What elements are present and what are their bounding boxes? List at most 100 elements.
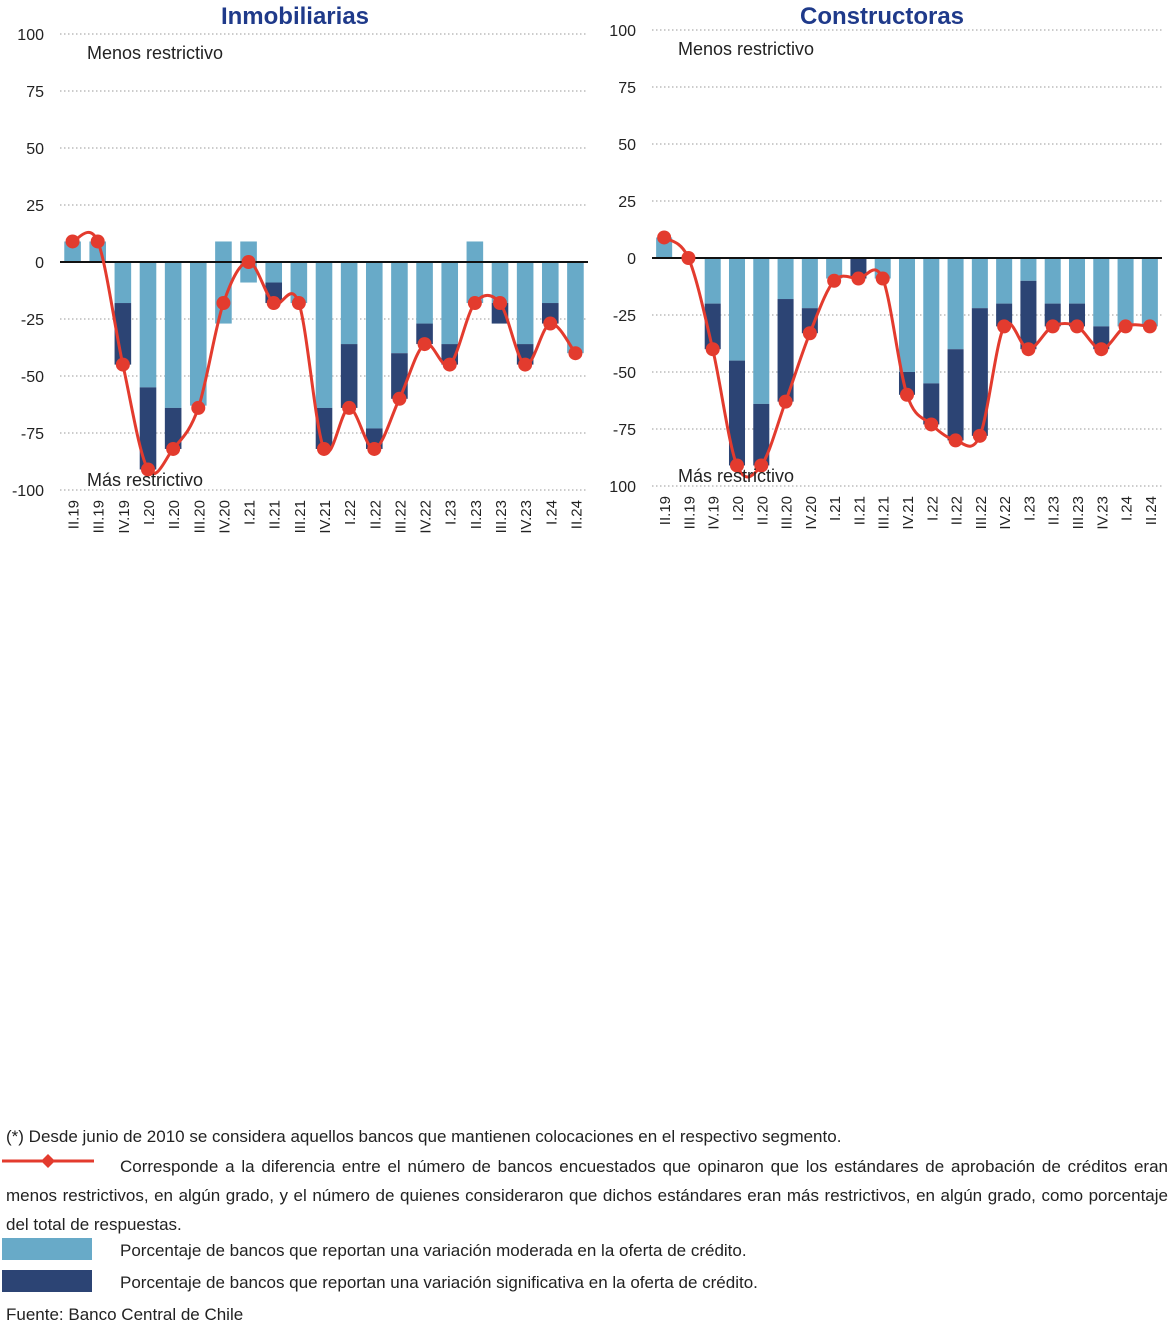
bar-segment bbox=[947, 258, 964, 350]
line-marker bbox=[802, 326, 817, 341]
bar-segment bbox=[164, 407, 182, 449]
line-marker bbox=[216, 296, 231, 311]
footnote: (*) Desde junio de 2010 se considera aqu… bbox=[6, 1127, 842, 1146]
x-tick-label: I.20 bbox=[141, 500, 158, 525]
x-tick-label: II.20 bbox=[754, 496, 771, 525]
line-marker bbox=[543, 316, 558, 331]
y-tick-label: -75 bbox=[613, 422, 636, 439]
annotation-less-restrictive: Menos restrictivo bbox=[678, 39, 814, 59]
y-tick-label: 100 bbox=[17, 27, 44, 44]
y-tick-label: -75 bbox=[21, 426, 44, 443]
bar-segment bbox=[1141, 258, 1158, 327]
line-marker bbox=[115, 357, 130, 372]
chart-title: Inmobiliarias bbox=[221, 3, 369, 30]
x-tick-label: I.23 bbox=[443, 500, 460, 525]
line-marker bbox=[166, 441, 181, 456]
bar-segment bbox=[466, 262, 484, 304]
line-marker bbox=[417, 337, 432, 352]
line-marker bbox=[65, 234, 80, 249]
line-marker bbox=[392, 391, 407, 406]
annotation-more-restrictive: Más restrictivo bbox=[87, 470, 203, 490]
bar-segment bbox=[753, 403, 770, 466]
x-tick-label: I.24 bbox=[1119, 496, 1136, 521]
line-marker bbox=[518, 357, 533, 372]
bar-segment bbox=[315, 262, 333, 408]
x-tick-label: II.22 bbox=[367, 500, 384, 529]
line-marker bbox=[972, 428, 987, 443]
line-marker bbox=[568, 346, 583, 361]
x-tick-label: IV.19 bbox=[116, 500, 133, 534]
line-marker bbox=[291, 296, 306, 311]
x-tick-label: I.22 bbox=[342, 500, 359, 525]
bar-segment bbox=[826, 258, 843, 279]
x-tick-label: III.22 bbox=[392, 500, 409, 533]
annotation-less-restrictive: Menos restrictivo bbox=[87, 43, 223, 63]
line-marker bbox=[997, 319, 1012, 334]
line-marker bbox=[1142, 319, 1157, 334]
bar-segment bbox=[541, 262, 559, 304]
bar-segment bbox=[567, 262, 584, 354]
line-marker bbox=[442, 357, 457, 372]
bar-segment bbox=[728, 258, 746, 361]
x-tick-label: II.23 bbox=[1046, 496, 1063, 525]
bar-segment bbox=[114, 262, 132, 304]
x-tick-label: II.19 bbox=[657, 496, 674, 525]
y-tick-label: 50 bbox=[618, 137, 636, 154]
x-tick-label: II.21 bbox=[851, 496, 868, 525]
y-tick-label: -25 bbox=[21, 312, 44, 329]
bar-segment bbox=[516, 262, 534, 345]
line-marker bbox=[754, 458, 769, 473]
line-marker bbox=[681, 251, 696, 265]
bar-segment bbox=[923, 383, 940, 425]
line-marker bbox=[266, 296, 281, 311]
x-tick-label: II.19 bbox=[66, 500, 83, 529]
x-tick-label: II.20 bbox=[166, 500, 183, 529]
line-marker bbox=[705, 342, 720, 357]
bar-segment bbox=[1020, 280, 1037, 350]
x-tick-label: II.23 bbox=[468, 500, 485, 529]
line-marker bbox=[948, 433, 963, 448]
line-marker bbox=[657, 230, 672, 245]
bar-segment bbox=[164, 262, 182, 408]
bar-segment bbox=[391, 262, 408, 354]
line-marker bbox=[1094, 342, 1109, 357]
bar-segment bbox=[971, 258, 988, 309]
line-marker bbox=[1045, 319, 1060, 334]
x-tick-label: IV.20 bbox=[803, 496, 820, 530]
bar-segment bbox=[728, 360, 746, 466]
line-marker bbox=[367, 441, 382, 456]
bar-segment bbox=[215, 241, 232, 262]
x-tick-label: II.24 bbox=[1143, 496, 1160, 525]
x-tick-label: IV.21 bbox=[317, 500, 334, 534]
x-tick-label: III.21 bbox=[876, 496, 893, 529]
bar-segment bbox=[1117, 258, 1134, 327]
source-note: Fuente: Banco Central de Chile bbox=[6, 1305, 244, 1324]
significant-legend-text: Porcentaje de bancos que reportan una va… bbox=[120, 1273, 758, 1292]
bar-segment bbox=[1020, 258, 1037, 281]
bar-segment bbox=[777, 299, 794, 402]
y-tick-label: 100 bbox=[609, 23, 636, 40]
bar-segment bbox=[290, 262, 308, 304]
moderate-legend-text: Porcentaje de bancos que reportan una va… bbox=[120, 1241, 747, 1260]
x-tick-label: I.22 bbox=[924, 496, 941, 521]
x-tick-label: III.21 bbox=[292, 500, 309, 533]
y-tick-label: 0 bbox=[35, 255, 44, 272]
x-tick-label: I.21 bbox=[242, 500, 259, 525]
bar-segment bbox=[466, 241, 484, 262]
line-marker bbox=[778, 394, 793, 409]
x-tick-label: I.23 bbox=[1021, 496, 1038, 521]
x-tick-label: III.19 bbox=[681, 496, 698, 529]
y-tick-label: 100 bbox=[609, 479, 636, 496]
line-marker bbox=[342, 400, 357, 415]
chart-title: Constructoras bbox=[800, 3, 964, 30]
x-tick-label: IV.22 bbox=[997, 496, 1014, 530]
bar-segment bbox=[1068, 258, 1086, 304]
x-tick-label: I.21 bbox=[827, 496, 844, 521]
y-tick-label: 50 bbox=[26, 141, 44, 158]
y-tick-label: 75 bbox=[26, 84, 44, 101]
line-marker bbox=[317, 441, 331, 456]
bar-segment bbox=[416, 262, 433, 324]
bar-segment bbox=[265, 262, 283, 283]
line-marker bbox=[241, 255, 256, 269]
y-tick-label: 0 bbox=[627, 251, 636, 268]
